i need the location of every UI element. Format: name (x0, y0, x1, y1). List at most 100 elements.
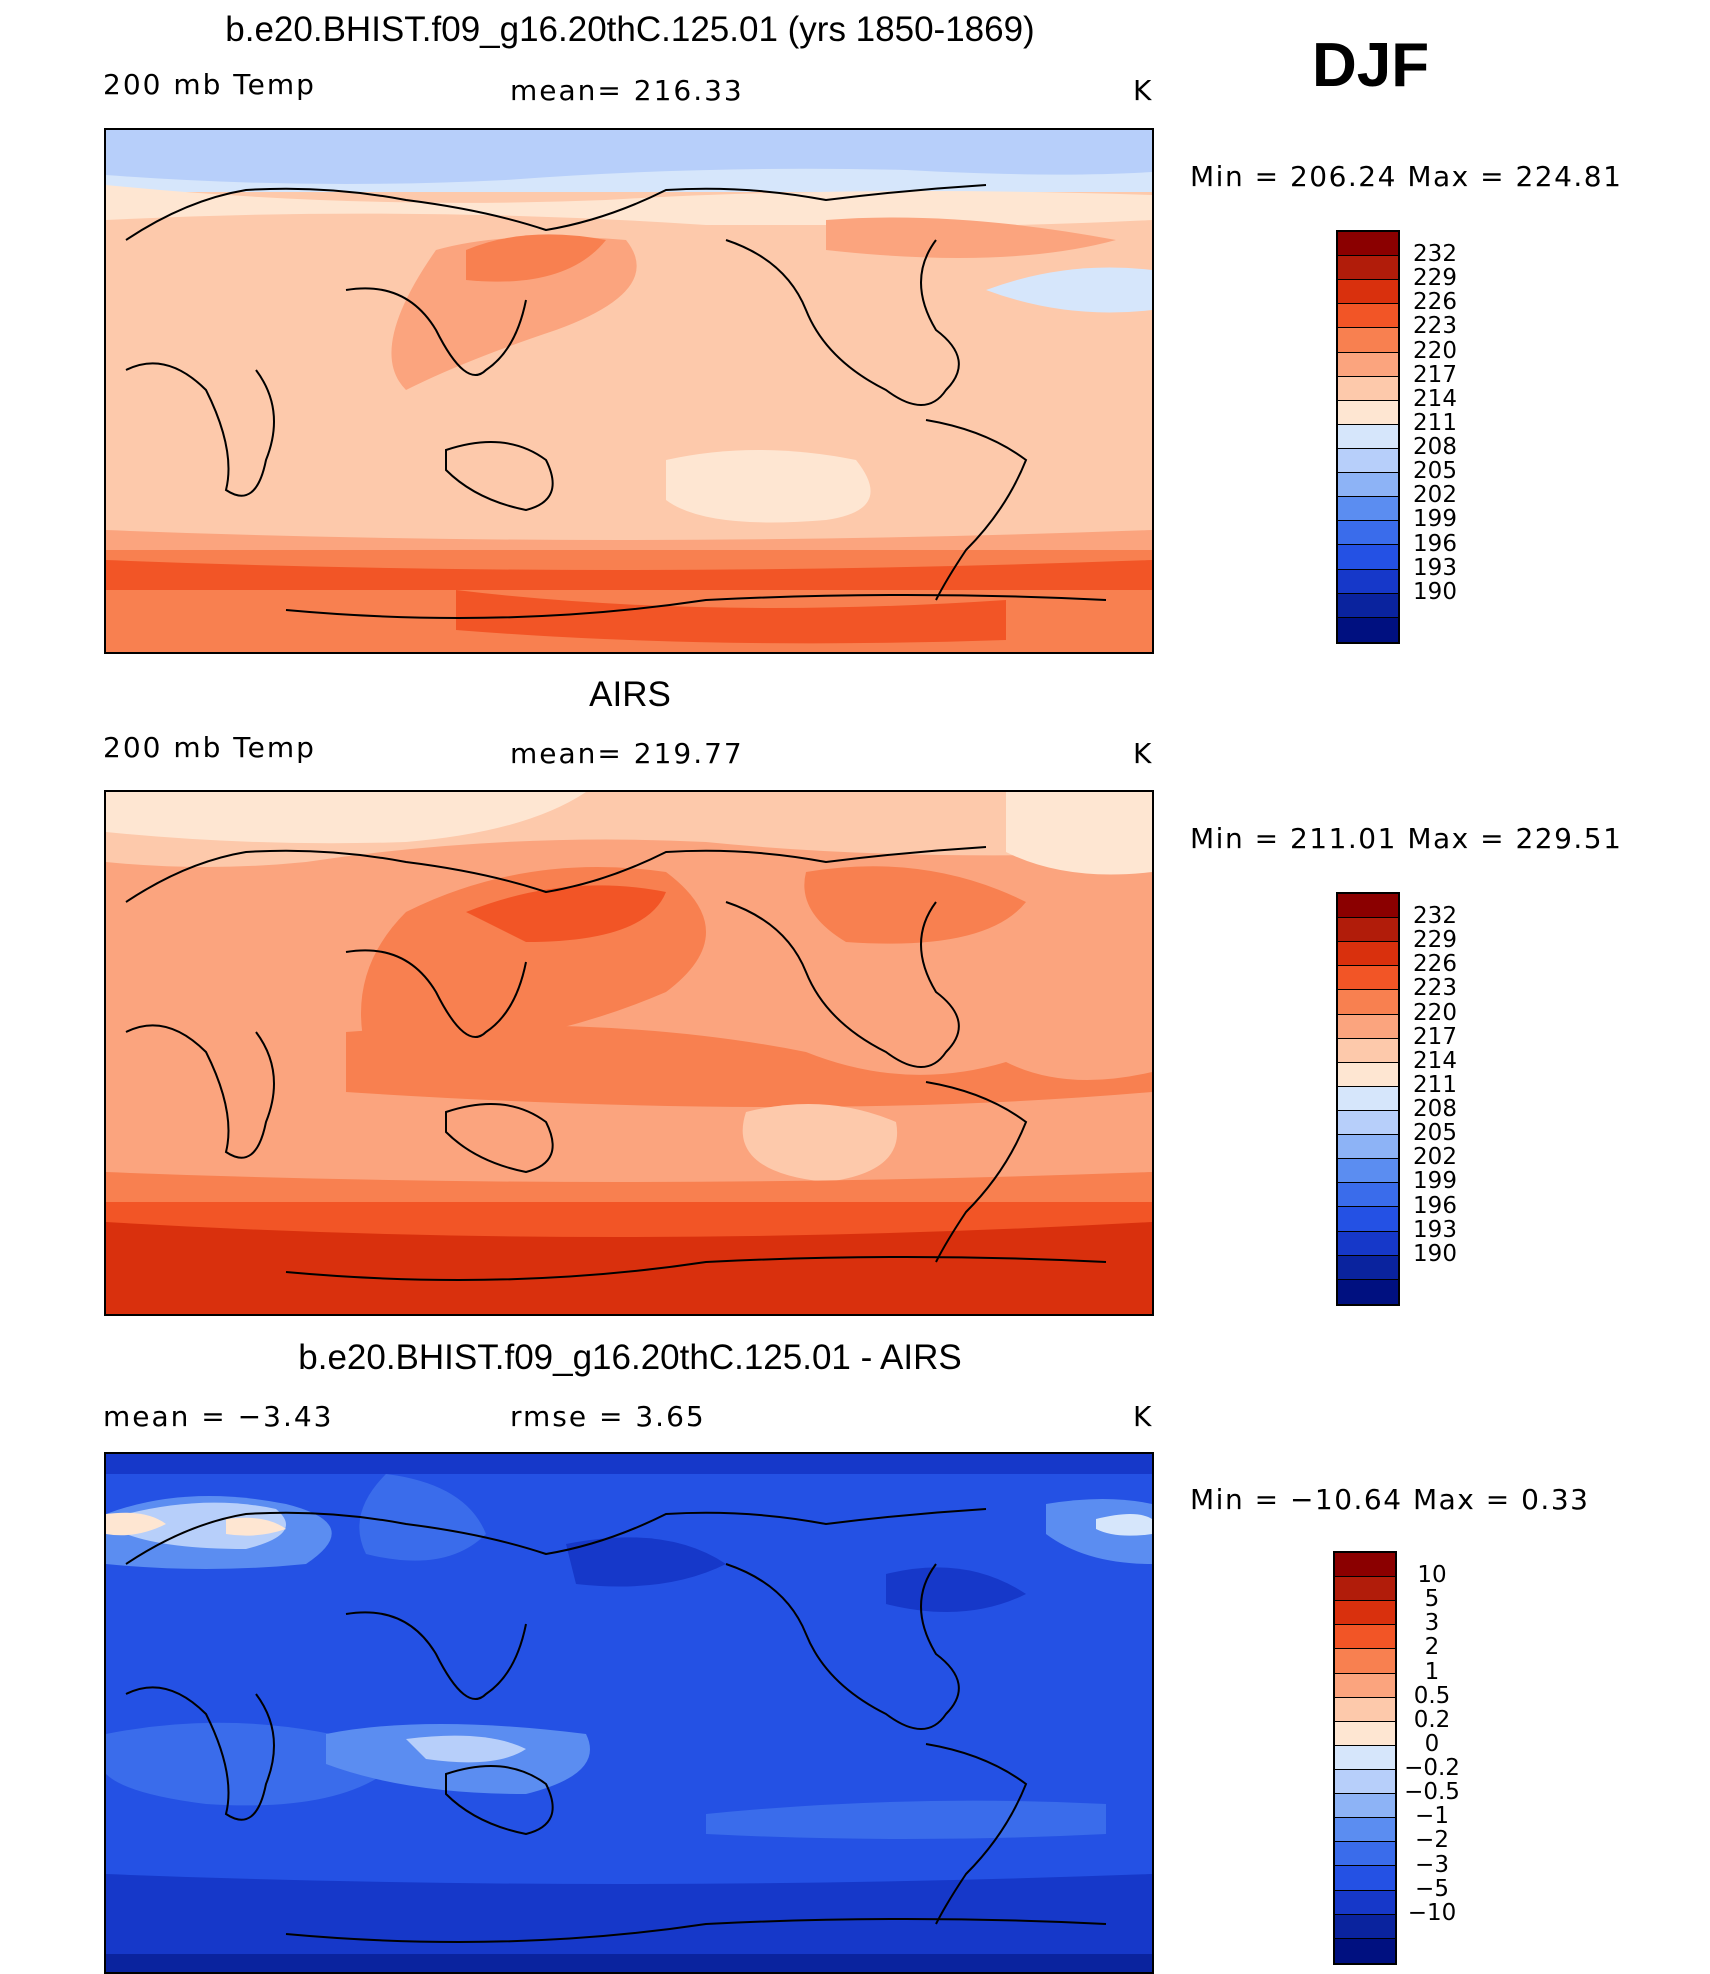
panel-2-contour-field (106, 792, 1152, 1314)
colorbar-tick-label: 196 (1413, 1192, 1457, 1219)
panel-1-colorbar (1336, 230, 1400, 644)
colorbar-tick-label: 220 (1413, 999, 1457, 1026)
colorbar-swatch (1335, 1553, 1395, 1578)
colorbar-swatch (1338, 1062, 1398, 1087)
colorbar-swatch (1335, 1601, 1395, 1626)
colorbar-tick-label: 226 (1413, 289, 1457, 316)
colorbar-tick-label: −10 (1407, 1899, 1457, 1926)
colorbar-swatch (1338, 966, 1398, 991)
panel-2-units: K (1133, 737, 1154, 770)
colorbar-tick-label: 0.2 (1413, 1706, 1451, 1733)
panel-3-map (104, 1452, 1154, 1974)
colorbar-swatch (1338, 569, 1398, 594)
panel-3-rmse-label: rmse = 3.65 (510, 1400, 706, 1433)
colorbar-tick-label: 0 (1424, 1730, 1440, 1757)
colorbar-swatch (1338, 1255, 1398, 1280)
colorbar-swatch (1338, 232, 1398, 257)
panel-3-mean-label: mean = −3.43 (103, 1400, 334, 1433)
colorbar-tick-label: 229 (1413, 927, 1457, 954)
colorbar-tick-label: 10 (1417, 1562, 1447, 1589)
colorbar-swatch (1338, 280, 1398, 305)
colorbar-swatch (1335, 1673, 1395, 1698)
colorbar-tick-label: 223 (1413, 313, 1457, 340)
panel-1-colorbar-swatches (1338, 232, 1398, 642)
season-label: DJF (1312, 31, 1430, 100)
colorbar-swatch (1338, 304, 1398, 329)
panel-3-units: K (1133, 1400, 1154, 1433)
colorbar-swatch (1338, 617, 1398, 642)
colorbar-swatch (1338, 1014, 1398, 1039)
colorbar-swatch (1338, 376, 1398, 401)
panel-2-colorbar-labels: 232 229 226 223 220 217 214 211 208 205 202 199 196 1… (1400, 892, 1470, 1306)
colorbar-tick-label: 2 (1424, 1634, 1440, 1661)
colorbar-tick-label: −3 (1415, 1851, 1449, 1878)
colorbar-tick-label: −2 (1415, 1827, 1449, 1854)
panel-3-colorbar-swatches (1335, 1553, 1395, 1963)
colorbar-swatch (1338, 1159, 1398, 1184)
colorbar-tick-label: 190 (1413, 1240, 1457, 1267)
colorbar-tick-label: 232 (1413, 903, 1457, 930)
colorbar-swatch (1338, 328, 1398, 353)
colorbar-tick-label: 3 (1424, 1610, 1440, 1637)
colorbar-tick-label: 214 (1413, 385, 1457, 412)
colorbar-tick-label: 232 (1413, 241, 1457, 268)
panel-3-minmax: Min = −10.64 Max = 0.33 (1190, 1483, 1590, 1516)
colorbar-tick-label: 226 (1413, 951, 1457, 978)
panel-3-colorbar-labels: 10 5 3 2 1 0.5 0.2 0 −0.2 −0.5 −1 −2 −3 −5 −10 (1397, 1551, 1467, 1965)
colorbar-swatch (1338, 497, 1398, 522)
colorbar-swatch (1335, 1649, 1395, 1674)
colorbar-swatch (1338, 1231, 1398, 1256)
colorbar-swatch (1338, 593, 1398, 618)
colorbar-tick-label: 223 (1413, 975, 1457, 1002)
colorbar-tick-label: 205 (1413, 1120, 1457, 1147)
colorbar-swatch (1338, 894, 1398, 919)
colorbar-swatch (1335, 1721, 1395, 1746)
panel-1-variable-label: 200 mb Temp (103, 68, 316, 101)
panel-2-variable-label: 200 mb Temp (103, 731, 316, 764)
colorbar-swatch (1335, 1818, 1395, 1843)
colorbar-tick-label: 1 (1424, 1658, 1440, 1685)
colorbar-swatch (1335, 1769, 1395, 1795)
panel-1-mean-label: mean= 216.33 (510, 74, 744, 107)
colorbar-tick-label: 199 (1413, 1168, 1457, 1195)
colorbar-swatch (1335, 1914, 1395, 1939)
colorbar-tick-label: −1 (1415, 1803, 1449, 1830)
colorbar-tick-label: −0.5 (1404, 1779, 1460, 1806)
colorbar-swatch (1338, 1038, 1398, 1063)
colorbar-swatch (1338, 424, 1398, 449)
colorbar-tick-label: 217 (1413, 361, 1457, 388)
colorbar-swatch (1338, 1183, 1398, 1208)
colorbar-swatch (1335, 1794, 1395, 1819)
panel-1-map (104, 128, 1154, 654)
colorbar-tick-label: −0.2 (1404, 1755, 1460, 1782)
colorbar-tick-label: 214 (1413, 1047, 1457, 1074)
colorbar-tick-label: 208 (1413, 1096, 1457, 1123)
panel-2-colorbar (1336, 892, 1400, 1306)
colorbar-tick-label: 190 (1413, 578, 1457, 605)
panel-1-title: b.e20.BHIST.f09_g16.20thC.125.01 (yrs 18… (225, 10, 1035, 49)
panel-2-mean-label: mean= 219.77 (510, 737, 744, 770)
colorbar-swatch (1338, 352, 1398, 377)
colorbar-tick-label: 220 (1413, 337, 1457, 364)
colorbar-swatch (1338, 400, 1398, 425)
panel-2-map (104, 790, 1154, 1316)
colorbar-swatch (1335, 1745, 1395, 1770)
colorbar-tick-label: −5 (1415, 1875, 1449, 1902)
panel-3-title: b.e20.BHIST.f09_g16.20thC.125.01 - AIRS (298, 1338, 962, 1377)
colorbar-tick-label: 208 (1413, 434, 1457, 461)
panel-1-colorbar-labels: 232 229 226 223 220 217 214 211 208 205 202 199 196 1… (1400, 230, 1470, 644)
colorbar-swatch (1338, 1207, 1398, 1232)
colorbar-swatch (1338, 918, 1398, 943)
colorbar-swatch (1335, 1577, 1395, 1602)
colorbar-tick-label: 217 (1413, 1023, 1457, 1050)
panel-1-minmax: Min = 206.24 Max = 224.81 (1190, 160, 1623, 193)
colorbar-tick-label: 202 (1413, 1144, 1457, 1171)
panel-2-title: AIRS (589, 675, 671, 714)
colorbar-swatch (1338, 448, 1398, 474)
colorbar-swatch (1338, 473, 1398, 498)
colorbar-tick-label: 193 (1413, 554, 1457, 581)
colorbar-tick-label: 0.5 (1413, 1682, 1451, 1709)
colorbar-swatch (1338, 942, 1398, 967)
colorbar-swatch (1338, 1135, 1398, 1160)
panel-3-contour-field (106, 1454, 1152, 1972)
